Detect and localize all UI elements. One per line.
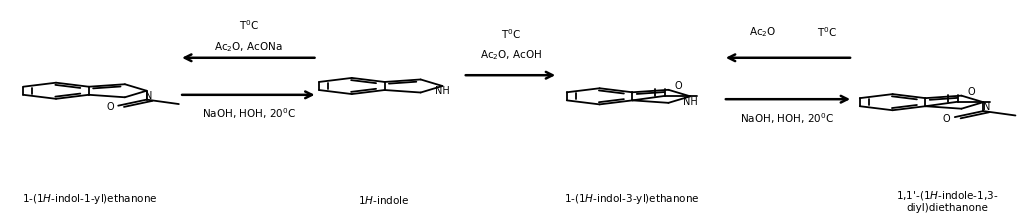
Text: O: O [967,87,975,97]
Text: NH: NH [435,87,450,96]
Text: N: N [983,102,990,112]
Text: Ac$_2$O: Ac$_2$O [750,25,776,39]
Text: O: O [943,114,950,124]
Text: NaOH, HOH, 20$^0$C: NaOH, HOH, 20$^0$C [740,111,835,126]
Text: O: O [106,102,114,112]
Text: 1-(1$H$-indol-3-yl)ethanone: 1-(1$H$-indol-3-yl)ethanone [564,192,699,206]
Text: NaOH, HOH, 20$^0$C: NaOH, HOH, 20$^0$C [202,106,296,121]
Text: Ac$_2$O, AcONa: Ac$_2$O, AcONa [214,40,284,54]
Text: NH: NH [683,97,697,107]
Text: T$^0$C: T$^0$C [817,25,838,39]
Text: T$^0$C: T$^0$C [501,27,521,41]
Text: 1,1'-(1$H$-indole-1,3-
diyl)diethanone: 1,1'-(1$H$-indole-1,3- diyl)diethanone [896,189,998,213]
Text: N: N [145,90,153,100]
Text: 1$H$-indole: 1$H$-indole [358,194,410,206]
Text: Ac$_2$O, AcOH: Ac$_2$O, AcOH [480,49,542,63]
Text: 1-(1$H$-indol-1-yl)ethanone: 1-(1$H$-indol-1-yl)ethanone [23,192,158,206]
Text: O: O [674,82,682,92]
Text: T$^0$C: T$^0$C [239,18,259,32]
